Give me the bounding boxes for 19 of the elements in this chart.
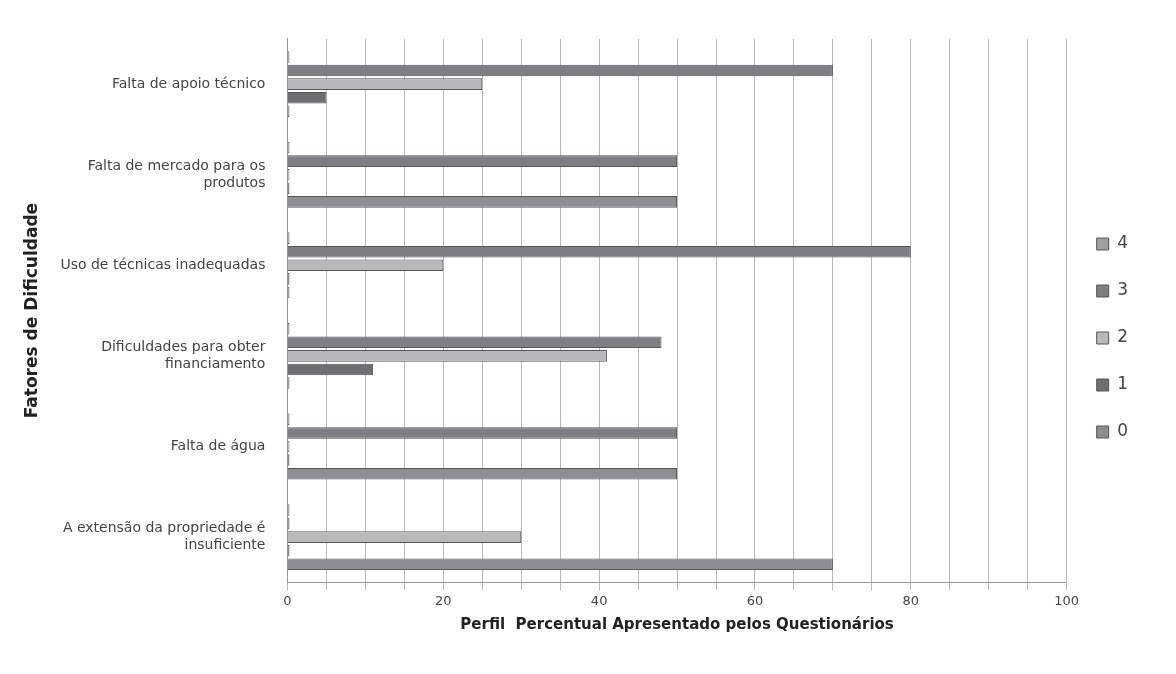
legend-label: 2	[1117, 326, 1129, 347]
y-axis-title: Fatores de Dificuldade	[20, 202, 41, 419]
legend-label: 0	[1117, 420, 1129, 441]
x-tick-label: 40	[590, 592, 608, 608]
x-tick-label: 0	[283, 592, 292, 608]
x-tick-label: 100	[1054, 592, 1080, 608]
legend-label: 1	[1117, 373, 1129, 394]
legend-label: 4	[1117, 232, 1129, 253]
x-tick-label: 80	[902, 592, 920, 608]
y-tick-label: Falta de água	[170, 437, 266, 454]
y-tick-label: Falta de apoio técnico	[111, 74, 266, 91]
y-tick-label: A extensão da propriedade é insuficiente	[62, 519, 266, 553]
x-tick-label: 20	[435, 592, 452, 608]
y-tick-label: Uso de técnicas inadequadas	[60, 255, 266, 272]
x-axis-title: Perfil Percentual Apresentado pelos Questionários	[460, 614, 894, 633]
legend-label: 3	[1117, 279, 1129, 300]
y-tick-label: Falta de mercado para os produtos	[87, 156, 266, 190]
x-tick-label: 60	[746, 592, 764, 608]
y-tick-label: Dificuldades para obter financiamento	[101, 338, 266, 371]
